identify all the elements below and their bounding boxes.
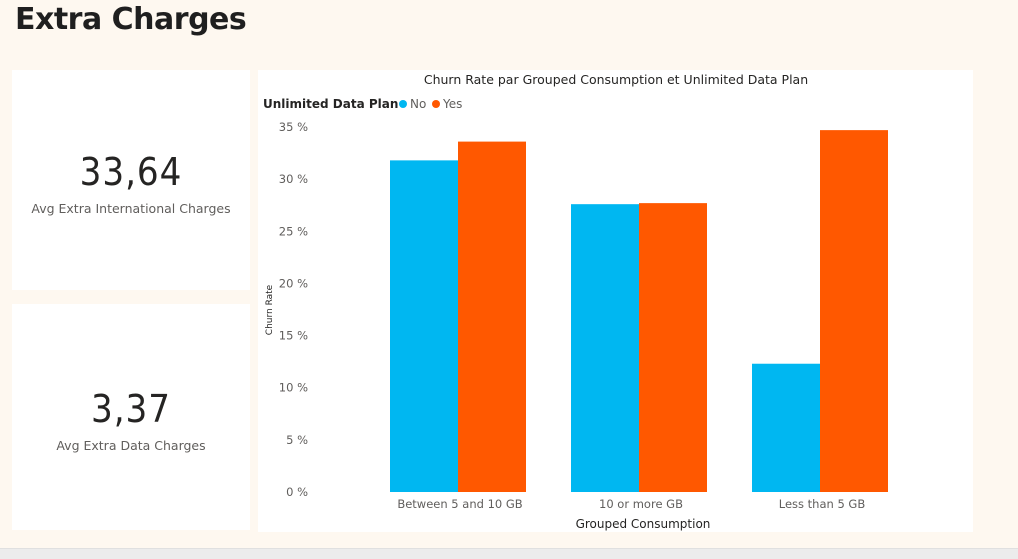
x-tick-label: 10 or more GB [599,497,683,511]
churn-rate-chart-card[interactable]: Churn Rate par Grouped Consumption et Un… [258,70,973,532]
y-tick-label: 5 % [286,433,308,447]
y-tick-label: 0 % [286,485,308,499]
y-tick-label: 30 % [279,172,308,186]
y-axis-label: Churn Rate [265,284,275,335]
kpi-value: 3,37 [90,386,172,431]
y-axis: 0 % 5 % 10 % 15 % 20 % 25 % 30 % 35 % [279,120,308,499]
kpi-label: Avg Extra Data Charges [56,437,206,453]
kpi-label: Avg Extra International Charges [31,200,231,216]
legend-marker-yes [432,100,440,108]
page-title: Extra Charges [15,2,247,37]
bar-1-yes[interactable] [458,141,526,492]
y-tick-label: 35 % [279,120,308,134]
legend-label-yes[interactable]: Yes [442,97,462,111]
y-tick-label: 20 % [279,276,308,290]
bars [390,130,888,492]
bar-3-yes[interactable] [820,130,888,492]
y-tick-label: 15 % [279,329,308,343]
x-tick-label: Between 5 and 10 GB [397,497,522,511]
churn-rate-chart: Churn Rate par Grouped Consumption et Un… [263,72,888,531]
legend-title: Unlimited Data Plan [263,97,398,111]
x-axis: Between 5 and 10 GB 10 or more GB Less tha… [397,497,865,511]
chart-legend: Unlimited Data Plan No Yes [263,97,462,111]
legend-label-no[interactable]: No [410,97,426,111]
y-tick-label: 25 % [279,224,308,238]
kpi-card-international-charges[interactable]: 33,64 Avg Extra International Charges [12,70,250,290]
x-axis-label: Grouped Consumption [576,517,711,531]
bar-1-no[interactable] [390,160,458,492]
bar-3-no[interactable] [752,363,820,492]
x-tick-label: Less than 5 GB [779,497,866,511]
bar-2-no[interactable] [571,204,639,492]
kpi-value: 33,64 [79,149,183,194]
kpi-card-data-charges[interactable]: 3,37 Avg Extra Data Charges [12,304,250,530]
bar-2-yes[interactable] [639,203,707,492]
legend-marker-no [399,100,407,108]
y-tick-label: 10 % [279,381,308,395]
bottom-bar [0,548,1018,559]
chart-title: Churn Rate par Grouped Consumption et Un… [424,72,808,87]
